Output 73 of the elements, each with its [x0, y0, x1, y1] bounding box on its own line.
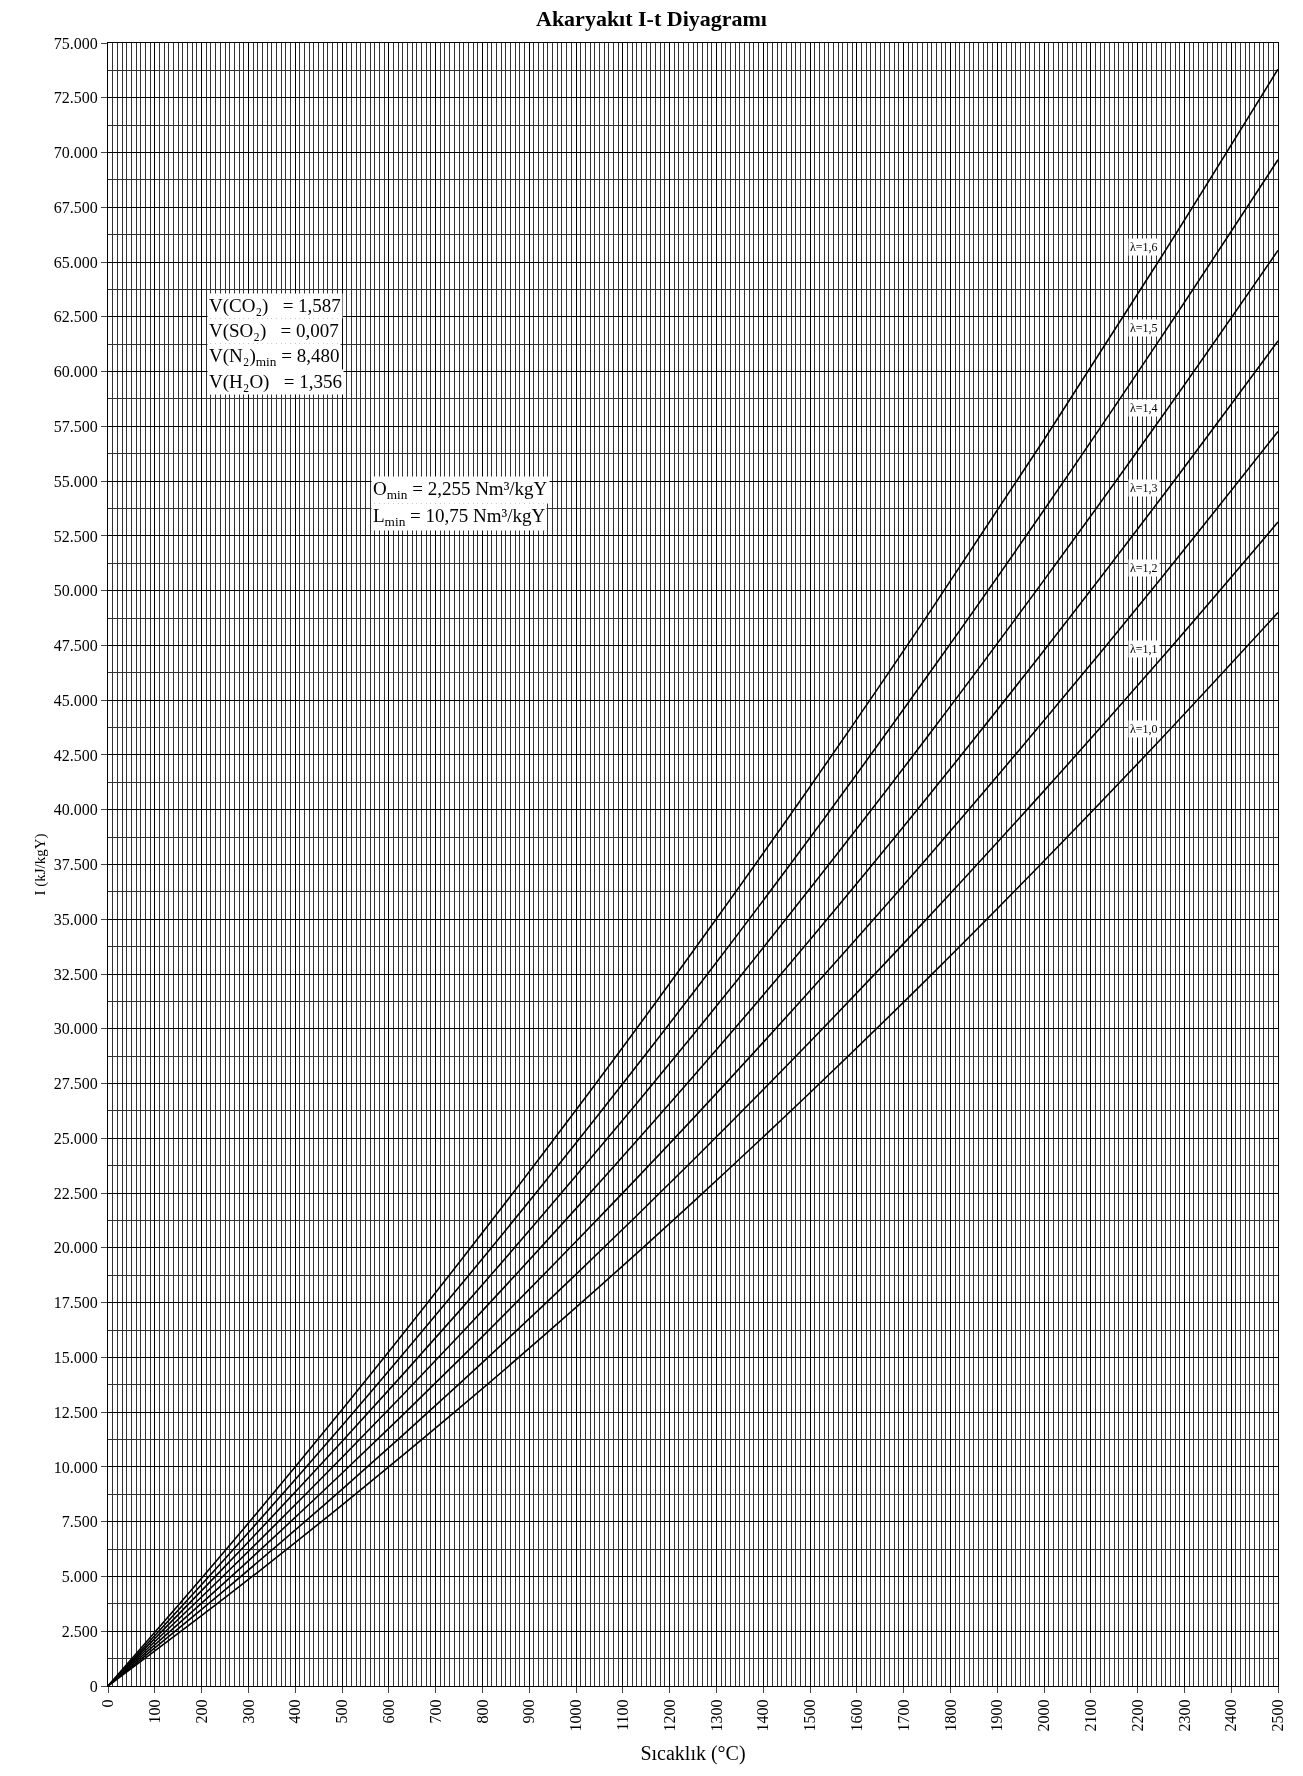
y-tick-label: 47.500 [53, 637, 98, 655]
y-tick-label: 42.500 [53, 746, 98, 764]
series-label: λ=1,4 [1130, 401, 1158, 415]
x-tick-label: 2100 [1082, 1699, 1099, 1732]
x-tick-label: 2200 [1128, 1699, 1146, 1732]
y-tick-label: 5.000 [61, 1568, 98, 1586]
x-tick-label: 800 [473, 1699, 491, 1724]
x-tick-label: 1300 [707, 1699, 725, 1732]
y-tick-label: 32.500 [53, 965, 98, 983]
series-label: λ=1,5 [1130, 321, 1158, 335]
series-label: λ=1,2 [1130, 561, 1158, 575]
y-tick-label: 40.000 [53, 801, 98, 819]
y-tick-label: 0 [89, 1677, 98, 1695]
x-tick-label: 1100 [614, 1699, 631, 1731]
chart-title: Akaryakıt I-t Diyagramı [536, 6, 767, 32]
series-label: λ=1,1 [1130, 642, 1158, 656]
x-tick-label: 1800 [941, 1699, 959, 1732]
y-tick-label: 62.500 [53, 308, 98, 326]
annotation: L$_{min}$ = 10,75 Nm³/kgY [373, 505, 546, 529]
x-tick-label: 300 [239, 1699, 257, 1724]
x-tick-label: 0 [99, 1699, 117, 1708]
y-axis-title: I (kJ/kgY) [32, 833, 50, 896]
y-tick-label: 15.000 [53, 1349, 98, 1366]
y-tick-label: 37.500 [53, 856, 98, 874]
x-tick-label: 1500 [801, 1699, 819, 1732]
y-tick-label: 72.500 [53, 89, 98, 107]
x-tick-label: 600 [380, 1699, 397, 1724]
y-tick-label: 60.000 [53, 363, 98, 381]
y-tick-label: 10.000 [53, 1458, 98, 1476]
x-tick-label: 2300 [1175, 1699, 1193, 1732]
x-tick-label: 1000 [567, 1699, 585, 1732]
x-tick-label: 1200 [660, 1699, 678, 1732]
y-tick-label: 25.000 [53, 1129, 98, 1147]
y-tick-label: 45.000 [53, 691, 98, 709]
x-tick-label: 100 [146, 1699, 163, 1724]
annotation: V(SO₂) = 0,007 [209, 320, 339, 342]
series-label: λ=1,3 [1130, 481, 1158, 495]
annotation: V(CO₂) = 1,587 [209, 295, 341, 317]
y-tick-label: 35.000 [53, 910, 98, 928]
x-tick-label: 2400 [1222, 1699, 1240, 1732]
x-tick-label: 1600 [848, 1699, 865, 1732]
y-tick-label: 55.000 [53, 472, 98, 490]
y-tick-label: 75.000 [53, 34, 98, 52]
annotation: O$_{min}$ = 2,255 Nm³/kgY [373, 478, 548, 502]
y-tick-label: 50.000 [53, 582, 98, 600]
x-tick-label: 2500 [1269, 1699, 1287, 1732]
x-tick-label: 1400 [754, 1699, 772, 1732]
annotation: V(N₂)$_{min}$ = 8,480 [209, 345, 340, 369]
series-label: λ=1,0 [1130, 722, 1158, 736]
y-tick-label: 2.500 [61, 1622, 98, 1640]
y-tick-label: 20.000 [53, 1239, 98, 1257]
y-tick-label: 67.500 [53, 198, 98, 216]
x-tick-label: 1700 [894, 1699, 912, 1732]
x-tick-label: 2000 [1035, 1699, 1053, 1732]
annotation: V(H₂O) = 1,356 [209, 371, 342, 393]
series-label: λ=1,6 [1130, 240, 1158, 254]
y-tick-label: 7.500 [61, 1513, 98, 1531]
x-tick-label: 400 [286, 1699, 304, 1724]
y-tick-label: 22.500 [53, 1184, 98, 1202]
y-tick-label: 70.000 [53, 144, 98, 162]
y-tick-label: 30.000 [53, 1020, 98, 1038]
y-tick-label: 57.500 [53, 417, 98, 435]
x-tick-label: 1900 [988, 1699, 1006, 1732]
y-tick-label: 27.500 [53, 1075, 98, 1093]
x-tick-label: 200 [192, 1699, 210, 1724]
x-axis-title: Sıcaklık (°C) [640, 1741, 746, 1765]
y-tick-label: 65.000 [53, 253, 98, 271]
y-tick-label: 52.500 [53, 527, 98, 545]
x-tick-label: 900 [520, 1699, 538, 1724]
x-tick-label: 500 [333, 1699, 351, 1724]
x-tick-label: 700 [426, 1699, 444, 1724]
y-tick-label: 17.500 [53, 1294, 98, 1312]
y-tick-label: 12.500 [53, 1403, 98, 1421]
